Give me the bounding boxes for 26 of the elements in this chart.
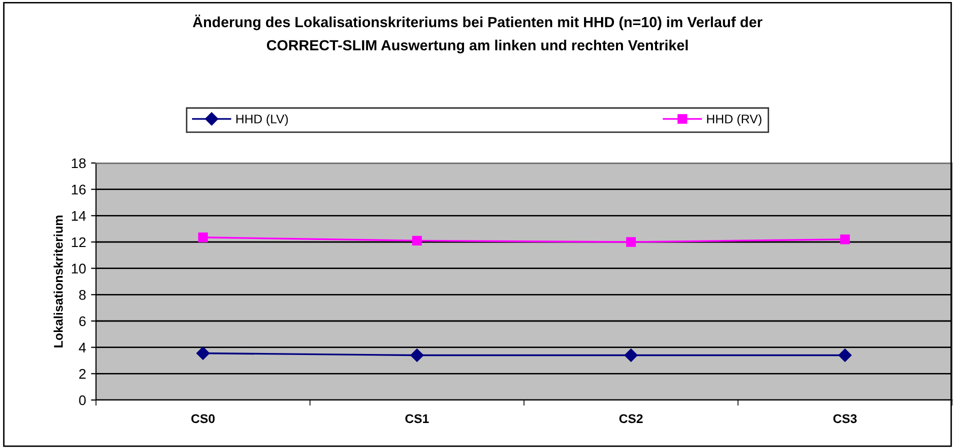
- y-tick-label: 18: [72, 158, 86, 168]
- point: [198, 232, 208, 242]
- y-tick-label: 10: [72, 264, 86, 274]
- x-tick-label: CS0: [191, 414, 215, 424]
- y-tick-label: 4: [78, 342, 86, 352]
- point: [838, 348, 852, 362]
- point: [410, 348, 424, 362]
- y-tick-label: 8: [79, 290, 86, 300]
- x-tick-label: CS3: [833, 414, 857, 424]
- legend-label: HHD (LV): [236, 114, 288, 126]
- y-tick-label: 12: [72, 237, 86, 248]
- y-tick-label: 16: [72, 184, 86, 195]
- y-tick-label: 2: [79, 369, 86, 379]
- point: [626, 237, 636, 247]
- point: [624, 348, 638, 362]
- point: [196, 346, 210, 360]
- x-tick-label: CS2: [619, 414, 643, 424]
- y-tick-label: 14: [72, 211, 86, 221]
- y-tick-label: 0: [79, 395, 86, 406]
- y-axis-title: Lokalisationskriterium: [54, 216, 63, 348]
- chart-title: Änderung des Lokalisationskriteriums bei Patienten mit HHD (n=10) im Verlauf der CORRECT-SLIM Auswertung am linken und rechten Ventrikel: [192, 14, 762, 54]
- x-tick-label: CS1: [405, 414, 429, 424]
- point: [840, 234, 850, 244]
- point: [412, 236, 422, 246]
- legend-label: HHD (RV): [707, 114, 762, 126]
- y-tick-label: 6: [79, 316, 86, 326]
